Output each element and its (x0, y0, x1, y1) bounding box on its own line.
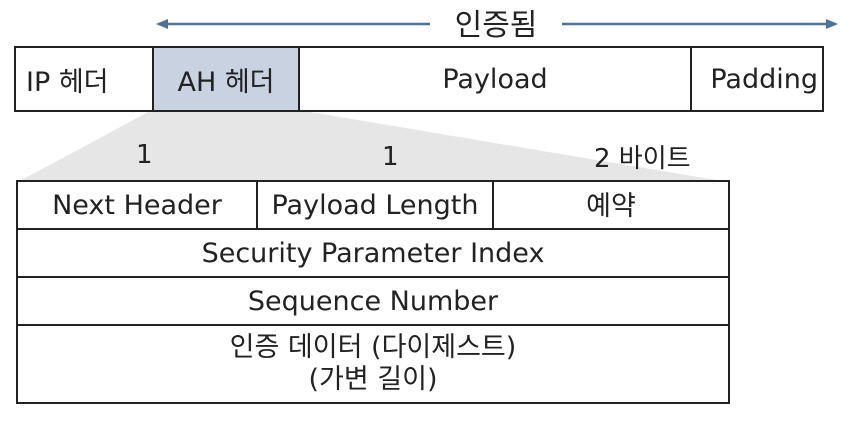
byte-size-payload-length: 1 (382, 142, 399, 172)
sequence-number-cell: Sequence Number (16, 276, 730, 326)
authentication-data-cell: 인증 데이터 (다이제스트) (가변 길이) (16, 324, 730, 404)
padding-cell: Padding (690, 46, 824, 112)
payload-length-cell: Payload Length (256, 180, 494, 230)
next-header-cell: Next Header (16, 180, 258, 230)
byte-size-next-header: 1 (136, 140, 153, 170)
ip-header-cell: IP 헤더 (14, 46, 154, 112)
byte-size-reserved: 2 바이트 (594, 144, 691, 174)
ah-header-projection (18, 110, 728, 182)
payload-cell: Payload (298, 46, 692, 112)
authentication-data-label: 인증 데이터 (다이제스트) (229, 332, 517, 364)
ah-header-cell: AH 헤더 (152, 46, 300, 112)
authenticated-label: 인증됨 (430, 2, 562, 43)
reserved-cell: 예약 (492, 180, 730, 230)
spi-cell: Security Parameter Index (16, 228, 730, 278)
authentication-data-length-note: (가변 길이) (308, 364, 438, 395)
